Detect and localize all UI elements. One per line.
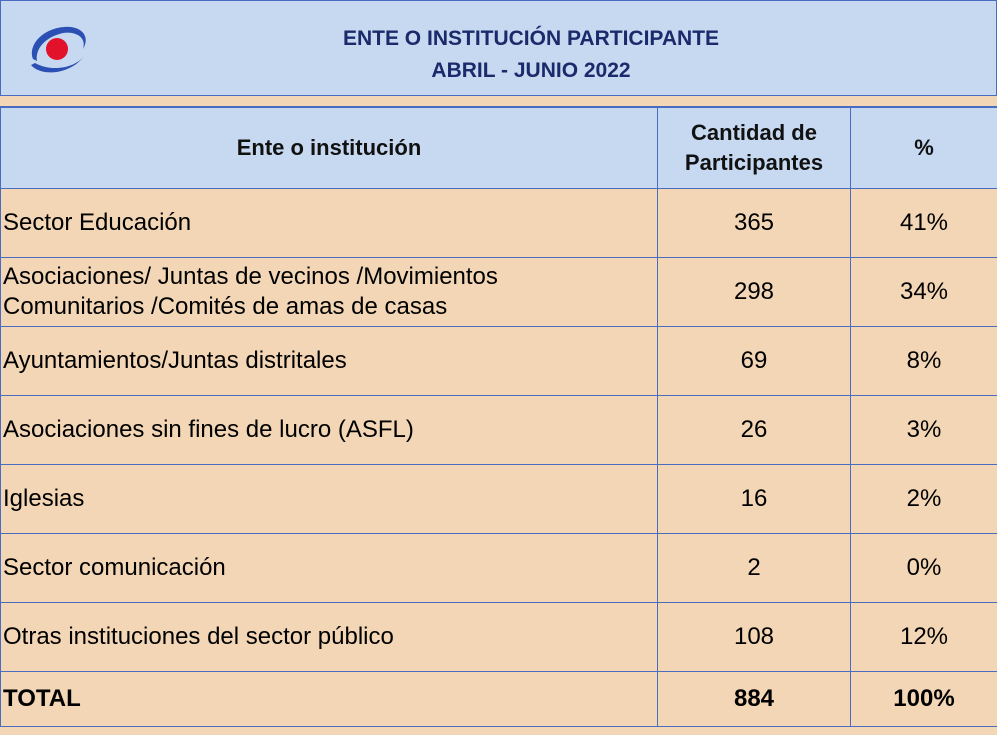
table-row: Ayuntamientos/Juntas distritales 69 8% <box>0 326 997 396</box>
table-row: Otras instituciones del sector público 10… <box>0 602 997 672</box>
cell: 41% <box>850 188 997 258</box>
column-header: Ente o institución <box>0 107 658 189</box>
cell: 108 <box>657 602 851 672</box>
header-row: Ente o institución Cantidad de Participan… <box>0 107 997 189</box>
cell: 2 <box>657 533 851 603</box>
column-header: % <box>850 107 997 189</box>
cell: 298 <box>657 257 851 327</box>
cell: 8% <box>850 326 997 396</box>
cell: 34% <box>850 257 997 327</box>
cell: 3% <box>850 395 997 465</box>
total-row: TOTAL 884 100% <box>0 671 997 727</box>
cell: Asociaciones/ Juntas de vecinos /Movimie… <box>0 257 658 327</box>
cell: Asociaciones sin fines de lucro (ASFL) <box>0 395 658 465</box>
cell: 884 <box>657 671 851 727</box>
cell: 16 <box>657 464 851 534</box>
column-header: Cantidad de Participantes <box>657 107 851 189</box>
table-body: Sector Educación 365 41% Asociaciones/ Junt… <box>0 188 997 727</box>
table-row: Asociaciones sin fines de lucro (ASFL) 26… <box>0 395 997 465</box>
subtitle: ABRIL - JUNIO 2022 <box>431 59 631 82</box>
table-row: Iglesias 16 2% <box>0 464 997 534</box>
cell: 100% <box>850 671 997 727</box>
cell: Iglesias <box>0 464 658 534</box>
cell: 0% <box>850 533 997 603</box>
cell: 12% <box>850 602 997 672</box>
cell: 26 <box>657 395 851 465</box>
banner: ENTE O INSTITUCIÓN PARTICIPANTE ABRIL - … <box>0 0 997 96</box>
cell: TOTAL <box>0 671 658 727</box>
cell: Sector comunicación <box>0 533 658 603</box>
logo <box>31 26 86 73</box>
cell: Ayuntamientos/Juntas distritales <box>0 326 658 396</box>
table-row: Sector Educación 365 41% <box>0 188 997 258</box>
cell: 365 <box>657 188 851 258</box>
data-table: Ente o institución Cantidad de Participan… <box>0 107 997 727</box>
cell: Otras instituciones del sector público <box>0 602 658 672</box>
table-row: Sector comunicación 2 0% <box>0 533 997 603</box>
cell: 69 <box>657 326 851 396</box>
title: ENTE O INSTITUCIÓN PARTICIPANTE <box>342 27 720 50</box>
table-row: Asociaciones/ Juntas de vecinos /Movimie… <box>0 257 997 327</box>
cell: Sector Educación <box>0 188 658 258</box>
cell: 2% <box>850 464 997 534</box>
